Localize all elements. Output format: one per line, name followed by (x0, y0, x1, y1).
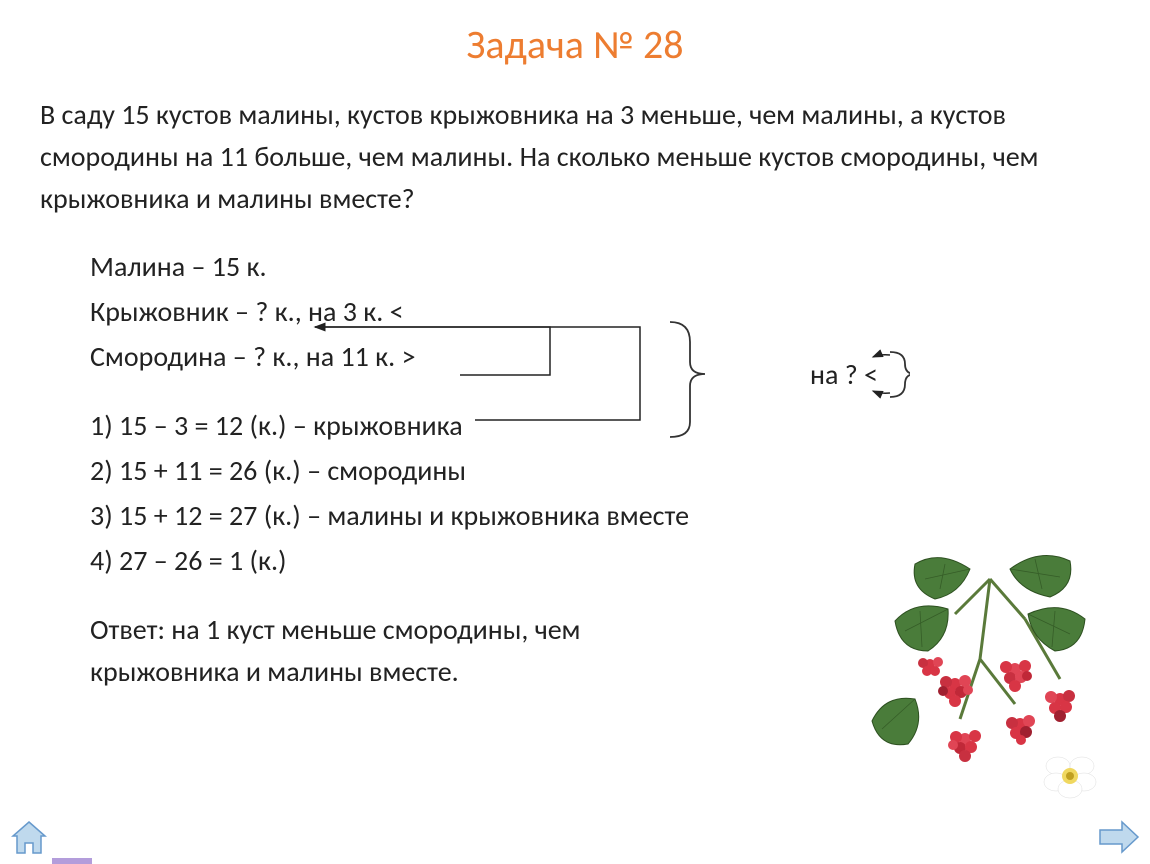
raspberry-illustration (860, 539, 1120, 819)
problem-title: Задача № 28 (0, 0, 1150, 94)
home-button[interactable] (8, 816, 50, 858)
given-currant: Смородина – ? к., на 11 к. > (90, 335, 1150, 380)
decorative-bar (52, 858, 92, 864)
solution-step-2: 2) 15 + 11 = 26 (к.) – смородины (90, 449, 1150, 494)
solution-step-1: 1) 15 – 3 = 12 (к.) – крыжовника (90, 404, 1150, 449)
next-button[interactable] (1094, 816, 1142, 858)
comparison-question: на ? < (810, 357, 878, 392)
problem-statement: В саду 15 кустов малины, кустов крыжовни… (0, 94, 1150, 245)
solution-step-3: 3) 15 + 12 = 27 (к.) – малины и крыжовни… (90, 494, 1150, 539)
given-data: Малина – 15 к. Крыжовник – ? к., на 3 к.… (0, 245, 1150, 404)
given-gooseberry: Крыжовник – ? к., на 3 к. < (90, 290, 1150, 335)
given-raspberry: Малина – 15 к. (90, 245, 1150, 290)
